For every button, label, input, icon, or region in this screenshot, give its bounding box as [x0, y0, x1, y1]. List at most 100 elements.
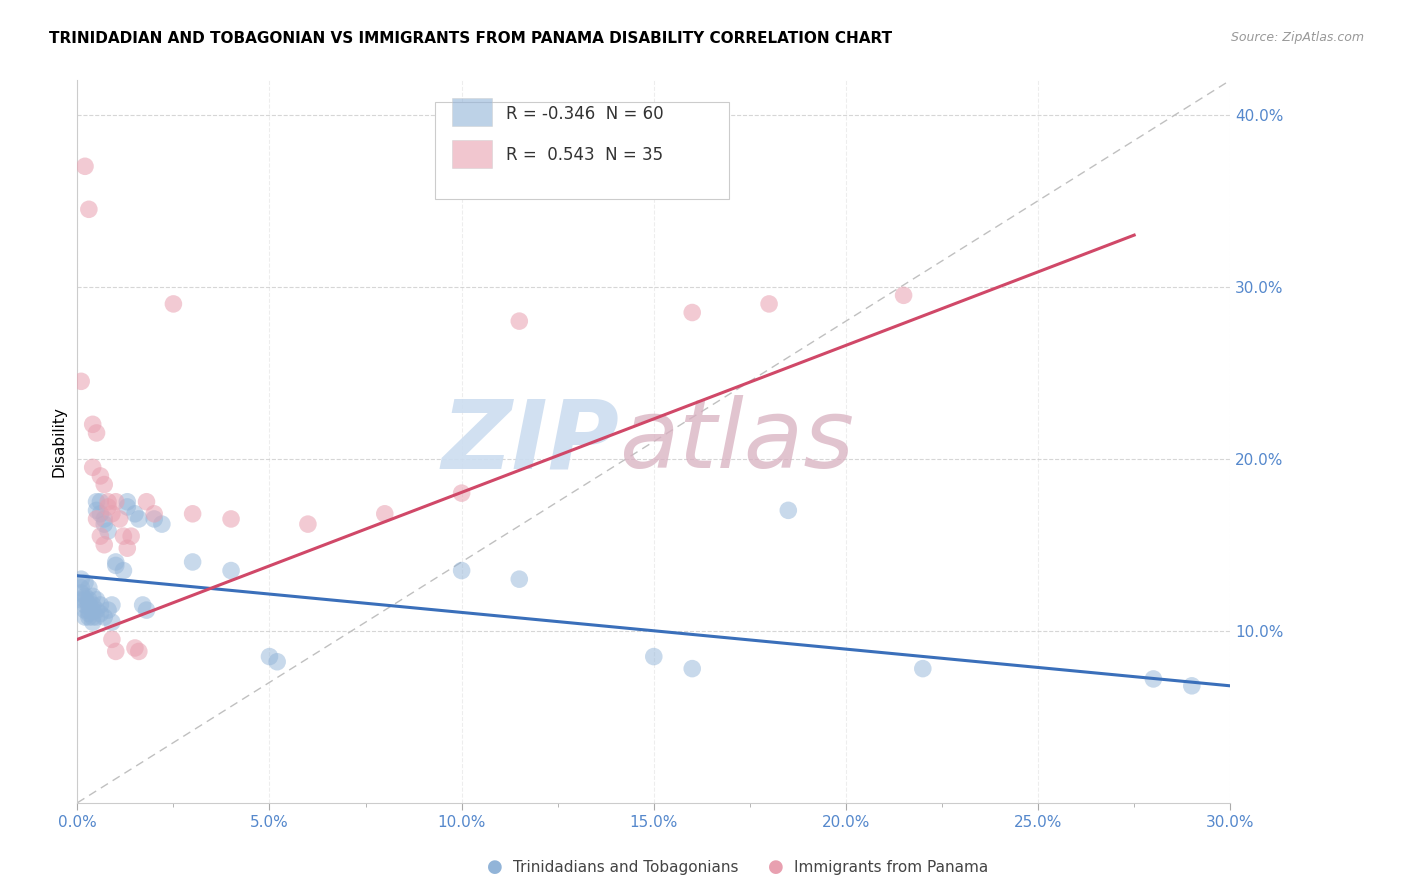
Point [89, 598, 111, 612]
Text: Immigrants from Panama: Immigrants from Panama [794, 860, 988, 874]
Point [450, 486, 472, 500]
Point [82, 417, 104, 432]
Point [131, 598, 153, 612]
Point [82, 590, 104, 604]
Point [73, 598, 96, 612]
Point [681, 305, 703, 319]
Point [93, 517, 115, 532]
Point [911, 662, 934, 676]
Point [89, 607, 111, 621]
Point [893, 288, 915, 302]
Point [93, 610, 115, 624]
Point [374, 507, 396, 521]
Point [77, 202, 100, 217]
Point [77, 603, 100, 617]
Point [117, 541, 139, 556]
Point [82, 610, 104, 624]
Point [219, 512, 242, 526]
Point [143, 512, 166, 526]
Point [73, 575, 96, 590]
Point [117, 500, 139, 514]
Point [86, 592, 108, 607]
Point [82, 598, 104, 612]
Point [124, 640, 146, 655]
Point [70, 581, 93, 595]
Text: ZIP: ZIP [441, 395, 619, 488]
Point [86, 610, 108, 624]
Point [120, 529, 142, 543]
Text: R =  0.543  N = 35: R = 0.543 N = 35 [506, 146, 664, 164]
Point [82, 615, 104, 630]
Point [86, 603, 108, 617]
Point [70, 375, 93, 389]
Point [97, 494, 120, 508]
Point [112, 564, 135, 578]
Point [70, 586, 93, 600]
Point [93, 512, 115, 526]
Point [112, 529, 135, 543]
Point [758, 297, 780, 311]
Point [508, 572, 530, 586]
Point [73, 610, 96, 624]
Point [77, 607, 100, 621]
Point [77, 581, 100, 595]
Point [101, 598, 124, 612]
Point [89, 529, 111, 543]
Point [73, 590, 96, 604]
Point [124, 507, 146, 521]
Point [77, 592, 100, 607]
Point [82, 460, 104, 475]
Point [86, 503, 108, 517]
Point [128, 512, 150, 526]
Point [778, 503, 800, 517]
Point [135, 494, 157, 508]
Point [86, 494, 108, 508]
Point [108, 512, 131, 526]
Point [259, 649, 281, 664]
Point [77, 610, 100, 624]
Point [86, 425, 108, 440]
Point [97, 603, 120, 617]
Point [135, 603, 157, 617]
Y-axis label: Disability: Disability [51, 406, 66, 477]
Text: atlas: atlas [619, 395, 855, 488]
Point [101, 632, 124, 647]
Text: ●: ● [768, 858, 785, 876]
Point [73, 159, 96, 173]
Text: Trinidadians and Tobagonians: Trinidadians and Tobagonians [513, 860, 738, 874]
Point [1181, 679, 1204, 693]
Point [150, 517, 173, 532]
Text: ●: ● [486, 858, 503, 876]
Point [1142, 672, 1164, 686]
Point [89, 494, 111, 508]
Point [643, 649, 665, 664]
Point [508, 314, 530, 328]
Point [86, 512, 108, 526]
Point [89, 469, 111, 483]
Point [143, 507, 166, 521]
Point [70, 572, 93, 586]
Point [93, 538, 115, 552]
Point [297, 517, 319, 532]
Point [93, 477, 115, 491]
Point [219, 564, 242, 578]
Point [70, 592, 93, 607]
Point [104, 558, 127, 573]
Point [89, 507, 111, 521]
FancyBboxPatch shape [453, 140, 492, 168]
FancyBboxPatch shape [453, 98, 492, 126]
Point [128, 644, 150, 658]
Point [681, 662, 703, 676]
Text: R = -0.346  N = 60: R = -0.346 N = 60 [506, 104, 664, 122]
Point [104, 494, 127, 508]
Point [266, 655, 288, 669]
Point [181, 507, 204, 521]
Point [101, 615, 124, 630]
Text: TRINIDADIAN AND TOBAGONIAN VS IMMIGRANTS FROM PANAMA DISABILITY CORRELATION CHAR: TRINIDADIAN AND TOBAGONIAN VS IMMIGRANTS… [49, 31, 893, 46]
Point [104, 644, 127, 658]
Point [162, 297, 184, 311]
Point [82, 603, 104, 617]
Point [101, 507, 124, 521]
Point [97, 500, 120, 514]
Point [77, 598, 100, 612]
